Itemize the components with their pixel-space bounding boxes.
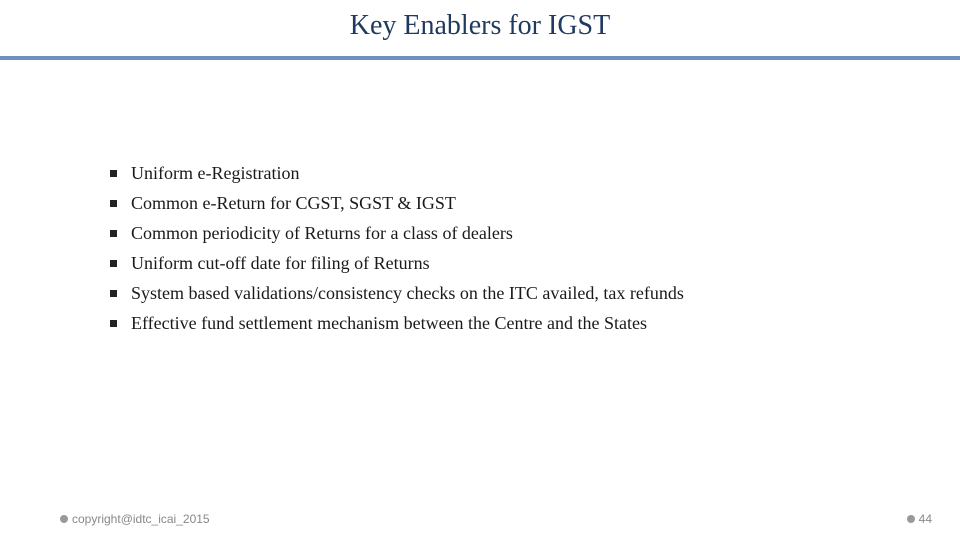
page-number-text: 44: [919, 512, 932, 526]
bullet-text: Common e-Return for CGST, SGST & IGST: [131, 190, 456, 216]
bullet-text: Uniform cut-off date for filing of Retur…: [131, 250, 430, 276]
bullet-icon: [110, 290, 117, 297]
bullet-icon: [110, 200, 117, 207]
bullet-icon: [110, 320, 117, 327]
list-item: Common e-Return for CGST, SGST & IGST: [110, 190, 920, 216]
bullet-text: Common periodicity of Returns for a clas…: [131, 220, 513, 246]
content-area: Uniform e-Registration Common e-Return f…: [0, 60, 960, 337]
list-item: Effective fund settlement mechanism betw…: [110, 310, 920, 336]
list-item: Uniform cut-off date for filing of Retur…: [110, 250, 920, 276]
dot-icon: [60, 515, 68, 523]
bullet-icon: [110, 260, 117, 267]
bullet-list: Uniform e-Registration Common e-Return f…: [110, 160, 920, 337]
slide-title: Key Enablers for IGST: [0, 0, 960, 42]
footer-page-number: 44: [907, 512, 932, 526]
bullet-text: Effective fund settlement mechanism betw…: [131, 310, 647, 336]
bullet-text: Uniform e-Registration: [131, 160, 299, 186]
bullet-text: System based validations/consistency che…: [131, 280, 684, 306]
list-item: System based validations/consistency che…: [110, 280, 920, 306]
list-item: Common periodicity of Returns for a clas…: [110, 220, 920, 246]
copyright-text: copyright@idtc_icai_2015: [72, 512, 210, 526]
bullet-icon: [110, 230, 117, 237]
bullet-icon: [110, 170, 117, 177]
dot-icon: [907, 515, 915, 523]
footer-copyright: copyright@idtc_icai_2015: [60, 512, 210, 526]
list-item: Uniform e-Registration: [110, 160, 920, 186]
